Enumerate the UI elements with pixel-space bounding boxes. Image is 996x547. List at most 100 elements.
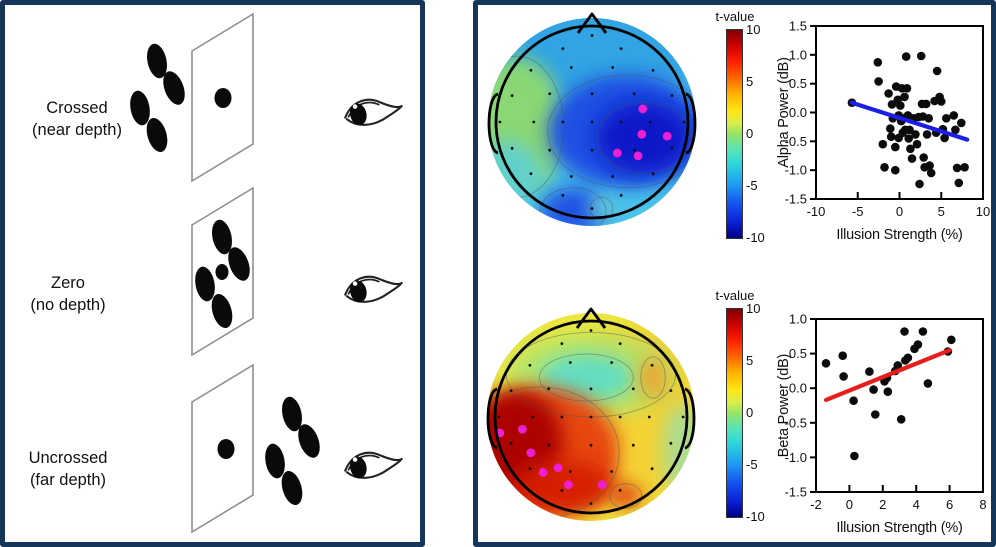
alpha-scatter-plot: -10 -5 0 5 10 1.5 1.0 0.5 0.0 -0.5 -1.0 -1.5 Illusio… (776, 19, 990, 244)
electrode-dot (561, 47, 565, 51)
beta-scatter-plot: -2 0 2 4 6 8 1.0 0.5 0.0 -0.5 -1.0 -1.5 Illusion Str… (776, 312, 987, 537)
significant-electrode-dot (633, 151, 643, 161)
electrode-dot (590, 148, 594, 152)
electrode-dot (648, 120, 652, 124)
significant-electrode-dot (526, 448, 536, 458)
colorbar-title: t-value (715, 9, 755, 24)
y-tick-label: -0.5 (785, 415, 807, 430)
colorbar-tick-label: -5 (746, 178, 758, 193)
electrode-dot (528, 363, 532, 367)
electrode-dot (547, 387, 551, 391)
data-point (886, 132, 896, 141)
regression-line (823, 348, 952, 403)
electrode-dot (529, 68, 533, 72)
x-tick-label: 10 (976, 204, 990, 219)
alpha-topomap (487, 12, 697, 226)
colorbar-gradient (726, 29, 743, 239)
x-tick-label: 6 (946, 497, 953, 512)
data-point (871, 410, 880, 419)
electrode-dot (650, 467, 654, 471)
colorbar-tick-label: 5 (746, 353, 754, 368)
data-point (903, 353, 913, 363)
electrode-dot (569, 175, 573, 178)
electrode-dot (568, 470, 572, 473)
electrode-dot (560, 342, 564, 346)
data-point (839, 372, 848, 381)
significant-electrode-dot (553, 463, 563, 473)
screen-dot (217, 439, 235, 459)
significant-electrode-dot (612, 148, 622, 158)
stimulus-dot (281, 470, 303, 506)
y-tick-label: -1.0 (785, 450, 807, 465)
electrode-dot (590, 34, 594, 37)
data-point (937, 97, 946, 106)
topomap-blob (539, 354, 634, 402)
data-point (887, 100, 897, 109)
colorbar-tick-label: -10 (746, 509, 765, 524)
data-point (838, 351, 847, 360)
data-point (926, 168, 936, 178)
data-point (907, 154, 917, 163)
electrode-dot (532, 120, 536, 124)
colorbar-tick-label: 10 (746, 301, 761, 316)
x-axis-label: Illusion Strength (%) (836, 227, 962, 243)
data-point (902, 84, 912, 93)
colorbar-tick-label: 5 (746, 74, 754, 89)
condition-label-line1: Uncrossed (29, 449, 108, 467)
data-point (951, 125, 960, 135)
y-tick-label: -1.5 (785, 192, 807, 207)
data-point (911, 130, 920, 139)
contour-line (547, 74, 696, 189)
colorbar-gradient (726, 308, 743, 518)
plot-frame (815, 318, 984, 493)
data-point (901, 52, 911, 61)
electrode-dot (589, 502, 593, 505)
data-point (916, 51, 926, 61)
y-tick-label: 1.5 (789, 19, 807, 34)
data-point (923, 379, 933, 388)
colorbar-title: t-value (715, 288, 755, 303)
electrode-dot (618, 415, 622, 419)
significant-electrode-dot (597, 480, 607, 490)
scatter-points (847, 51, 969, 189)
eye-icon (344, 451, 403, 482)
beta-colorbar: t-value 10 5 0 -5 -10 (715, 288, 788, 538)
electrode-dot (548, 148, 552, 152)
contour-line (596, 101, 692, 175)
data-point (918, 327, 928, 336)
data-point (919, 153, 928, 162)
x-tick-label: 0 (896, 204, 903, 219)
stimulus-dot (298, 424, 320, 458)
data-point (940, 133, 949, 143)
data-point (896, 101, 905, 110)
electrode-dot (669, 441, 673, 445)
contour-line (609, 483, 643, 509)
data-point (949, 111, 959, 120)
y-axis-label: Alpha Power (dB) (776, 57, 792, 167)
data-point (883, 387, 893, 396)
regression-line (849, 100, 970, 142)
contour-line (539, 187, 607, 226)
x-axis-label: Illusion Strength (%) (836, 520, 962, 536)
electrode-dot (497, 415, 501, 419)
electrode-dot (560, 415, 564, 419)
electrode-dot (589, 415, 593, 419)
contour-line (589, 196, 614, 221)
eye-icon (344, 98, 403, 129)
data-point (947, 335, 956, 345)
data-point (850, 451, 859, 461)
electrode-dot (590, 207, 594, 210)
condition-label-line2: (far depth) (30, 471, 106, 489)
y-tick-label: 0.5 (789, 76, 807, 91)
data-point (880, 163, 889, 172)
significant-electrode-dot (564, 480, 573, 490)
significant-electrode-dot (662, 131, 672, 141)
electrode-dot (510, 146, 514, 150)
data-point (904, 134, 913, 143)
stimulus-dot (130, 90, 150, 126)
y-tick-label: 0.0 (789, 105, 807, 120)
x-tick-label: -2 (810, 497, 822, 512)
colorbar-tick-labels: 10 5 0 -5 -10 (746, 301, 786, 524)
electrode-dot (590, 120, 594, 124)
electrode-dot (610, 361, 614, 364)
